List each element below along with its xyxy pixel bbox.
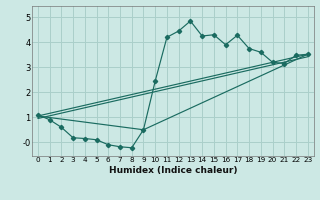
X-axis label: Humidex (Indice chaleur): Humidex (Indice chaleur) — [108, 166, 237, 175]
